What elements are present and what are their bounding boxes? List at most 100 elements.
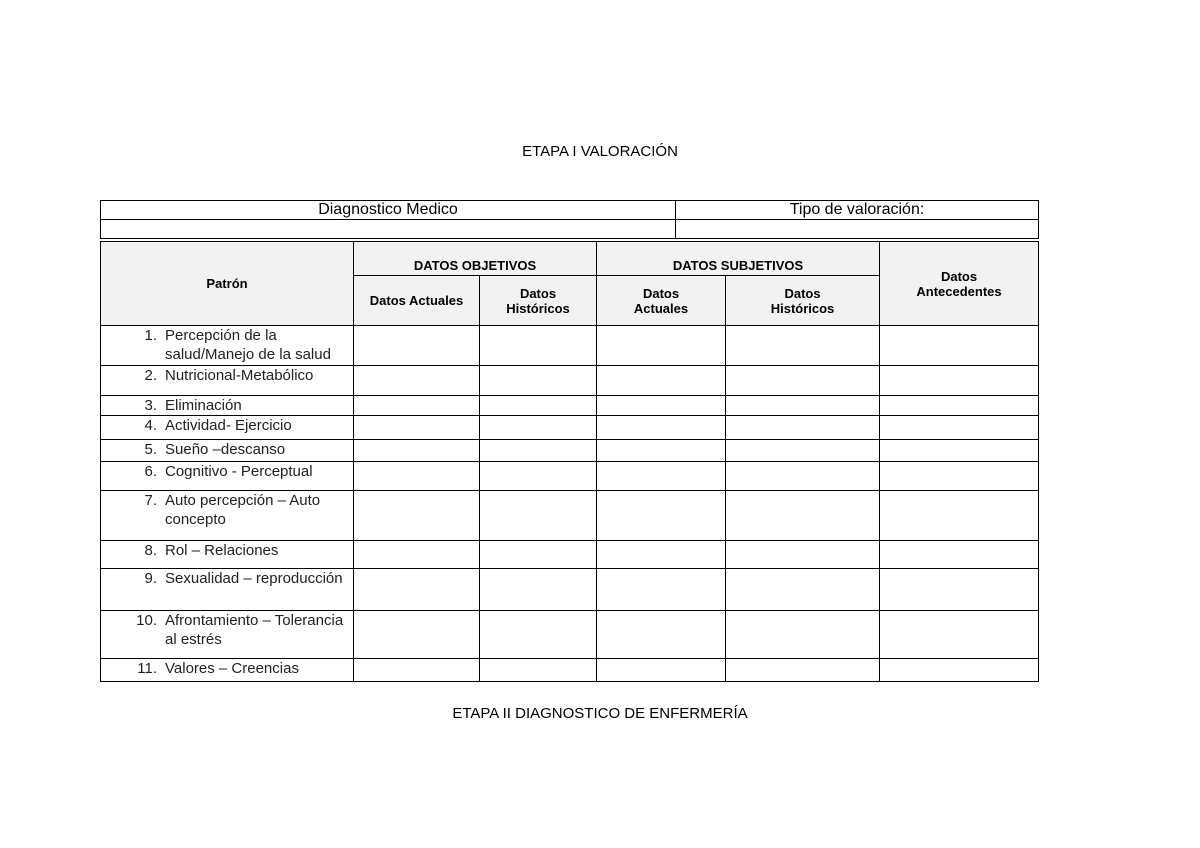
header-patron: Patrón: [100, 241, 354, 326]
data-cell[interactable]: [353, 610, 480, 659]
pattern-cell: 7. Auto percepción – Auto concepto: [100, 490, 354, 541]
pattern-cell: 5. Sueño –descanso: [100, 439, 354, 462]
data-cell[interactable]: [596, 461, 727, 491]
data-cell[interactable]: [478, 490, 598, 541]
pattern-label: Cognitivo - Perceptual: [165, 463, 313, 480]
data-cell[interactable]: [879, 365, 1040, 396]
header-datos-antecedentes: Datos Antecedentes: [879, 241, 1040, 326]
header-sub-historicos: Datos Históricos: [725, 275, 881, 326]
pattern-label: Percepción de la salud/Manejo de la salu…: [165, 327, 331, 363]
data-cell[interactable]: [879, 325, 1040, 366]
pattern-cell: 8. Rol – Relaciones: [100, 540, 354, 569]
data-cell[interactable]: [725, 365, 881, 396]
data-cell[interactable]: [478, 540, 598, 569]
pattern-label: Rol – Relaciones: [165, 542, 279, 559]
pattern-label: Afrontamiento – Tolerancia al estrés: [165, 612, 344, 648]
diagnostico-medico-field[interactable]: [100, 219, 676, 239]
pattern-label: Sueño –descanso: [165, 441, 286, 458]
pattern-label: Auto percepción – Auto concepto: [165, 492, 321, 528]
pattern-number: 8.: [144, 542, 157, 559]
data-cell[interactable]: [725, 540, 881, 569]
tipo-valoracion-field[interactable]: [675, 219, 1039, 239]
data-cell[interactable]: [478, 658, 598, 682]
data-cell[interactable]: [353, 395, 480, 416]
section-title: ETAPA II DIAGNOSTICO DE ENFERMERÍA: [452, 705, 748, 722]
data-cell[interactable]: [353, 658, 480, 682]
data-cell[interactable]: [353, 415, 480, 440]
pattern-number: 1.: [144, 327, 157, 344]
data-cell[interactable]: [596, 365, 727, 396]
data-cell[interactable]: [596, 325, 727, 366]
pattern-number: 3.: [144, 397, 157, 414]
data-cell[interactable]: [879, 490, 1040, 541]
assessment-table: Patrón DATOS OBJETIVOS DATOS SUBJETIVOS …: [100, 241, 1040, 682]
data-cell[interactable]: [596, 415, 727, 440]
data-cell[interactable]: [879, 439, 1040, 462]
table-row: 8. Rol – Relaciones: [100, 540, 1040, 569]
pattern-label: Valores – Creencias: [165, 660, 299, 677]
tipo-valoracion-label: Tipo de valoración:: [675, 200, 1039, 220]
data-cell[interactable]: [478, 439, 598, 462]
data-cell[interactable]: [596, 658, 727, 682]
data-cell[interactable]: [596, 439, 727, 462]
data-cell[interactable]: [879, 610, 1040, 659]
header-obj-historicos: Datos Históricos: [478, 275, 598, 326]
table-row: 9. Sexualidad – reproducción: [100, 568, 1040, 611]
data-cell[interactable]: [725, 439, 881, 462]
table-row: 11. Valores – Creencias: [100, 658, 1040, 682]
data-cell[interactable]: [725, 415, 881, 440]
pattern-number: 7.: [144, 492, 157, 509]
pattern-number: 2.: [144, 367, 157, 384]
data-cell[interactable]: [478, 395, 598, 416]
table-row: 2. Nutricional-Metabólico: [100, 365, 1040, 396]
data-cell[interactable]: [879, 540, 1040, 569]
data-cell[interactable]: [725, 610, 881, 659]
data-cell[interactable]: [596, 490, 727, 541]
table-row: 6. Cognitivo - Perceptual: [100, 461, 1040, 491]
data-cell[interactable]: [725, 568, 881, 611]
data-cell[interactable]: [353, 325, 480, 366]
data-cell[interactable]: [879, 461, 1040, 491]
diagnostico-medico-label: Diagnostico Medico: [100, 200, 676, 220]
table-row: 5. Sueño –descanso: [100, 439, 1040, 462]
diagnosis-table: Diagnostico Medico Tipo de valoración:: [100, 200, 1039, 239]
data-cell[interactable]: [478, 325, 598, 366]
data-cell[interactable]: [353, 540, 480, 569]
data-cell[interactable]: [725, 395, 881, 416]
data-cell[interactable]: [478, 415, 598, 440]
pattern-number: 10.: [136, 612, 157, 629]
data-cell[interactable]: [353, 490, 480, 541]
pattern-label: Eliminación: [165, 397, 242, 414]
data-cell[interactable]: [478, 610, 598, 659]
pattern-label: Nutricional-Metabólico: [165, 367, 314, 384]
pattern-number: 6.: [144, 463, 157, 480]
data-cell[interactable]: [725, 461, 881, 491]
data-cell[interactable]: [596, 540, 727, 569]
data-cell[interactable]: [725, 658, 881, 682]
pattern-cell: 2. Nutricional-Metabólico: [100, 365, 354, 396]
data-cell[interactable]: [353, 439, 480, 462]
table-row: 3. Eliminación: [100, 395, 1040, 416]
data-cell[interactable]: [478, 568, 598, 611]
pattern-number: 5.: [144, 441, 157, 458]
data-cell[interactable]: [596, 568, 727, 611]
table-row: 7. Auto percepción – Auto concepto: [100, 490, 1040, 541]
table-row: 10. Afrontamiento – Tolerancia al estrés: [100, 610, 1040, 659]
pattern-cell: 1. Percepción de la salud/Manejo de la sa…: [100, 325, 354, 366]
data-cell[interactable]: [596, 610, 727, 659]
pattern-number: 4.: [144, 417, 157, 434]
data-cell[interactable]: [353, 568, 480, 611]
data-cell[interactable]: [725, 490, 881, 541]
data-cell[interactable]: [353, 461, 480, 491]
data-cell[interactable]: [353, 365, 480, 396]
data-cell[interactable]: [596, 395, 727, 416]
data-cell[interactable]: [879, 658, 1040, 682]
data-cell[interactable]: [478, 365, 598, 396]
data-cell[interactable]: [725, 325, 881, 366]
data-cell[interactable]: [478, 461, 598, 491]
data-cell[interactable]: [879, 568, 1040, 611]
table-row: 4. Actividad- Ejercicio: [100, 415, 1040, 440]
pattern-number: 9.: [144, 570, 157, 587]
data-cell[interactable]: [879, 395, 1040, 416]
data-cell[interactable]: [879, 415, 1040, 440]
